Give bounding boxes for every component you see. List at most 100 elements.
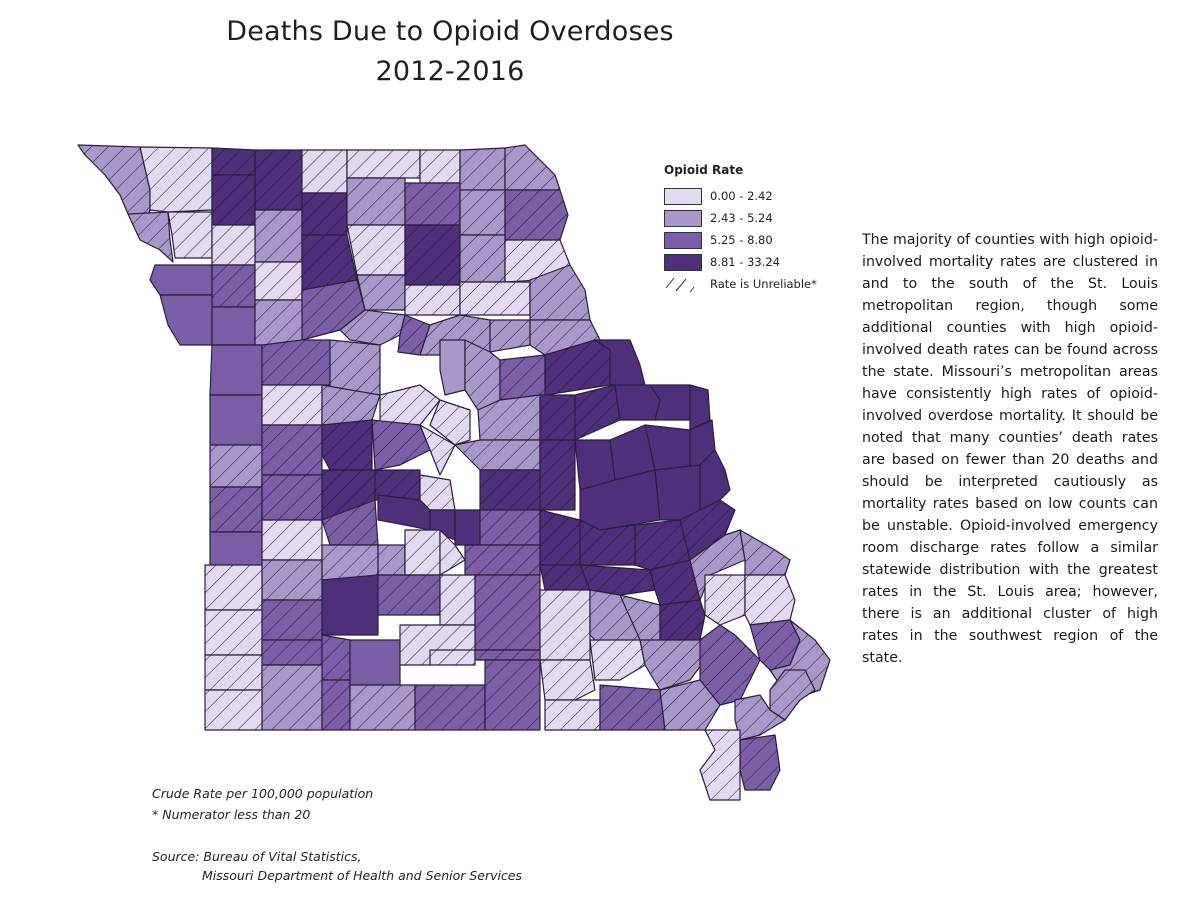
county-unreliable-hatch [740, 735, 780, 790]
county-unreliable-hatch [372, 420, 430, 470]
county-unreliable-hatch [210, 445, 262, 487]
legend-row-class-1: 2.43 - 5.24 [664, 207, 854, 229]
county-unreliable-hatch [415, 685, 485, 730]
county-polygon [321, 574, 379, 636]
county-unreliable-hatch [378, 545, 405, 575]
legend: Opioid Rate 0.00 - 2.42 2.43 - 5.24 5.25… [664, 163, 854, 295]
legend-label-class-2: 5.25 - 8.80 [710, 233, 773, 247]
legend-row-class-0: 0.00 - 2.42 [664, 185, 854, 207]
county-unreliable-hatch [540, 395, 575, 440]
county-unreliable-hatch [405, 530, 440, 575]
county-unreliable-hatch [420, 150, 460, 183]
map-title: Deaths Due to Opioid Overdoses [226, 16, 674, 47]
county-unreliable-hatch [690, 530, 745, 600]
legend-label-class-1: 2.43 - 5.24 [710, 211, 773, 225]
county-unreliable-hatch [660, 680, 720, 730]
county-unreliable-hatch [405, 225, 460, 285]
legend-swatch-class-3 [664, 253, 702, 271]
county-unreliable-hatch [770, 670, 815, 720]
county-unreliable-hatch [380, 385, 440, 425]
hatch-pattern-icon [665, 277, 695, 292]
county-polygon [209, 344, 263, 396]
numerator-footnote: * Numerator less than 20 [152, 807, 311, 822]
county-unreliable-hatch [262, 600, 322, 640]
legend-label-class-0: 0.00 - 2.42 [710, 189, 773, 203]
county-unreliable-hatch [302, 193, 347, 235]
county-unreliable-hatch [540, 660, 595, 700]
legend-swatch-class-1 [664, 209, 702, 227]
county-unreliable-hatch [357, 275, 405, 310]
county-polygon [439, 339, 466, 396]
county-unreliable-hatch [205, 655, 262, 690]
county-unreliable-hatch [475, 575, 540, 650]
county-polygon [349, 639, 401, 686]
county-unreliable-hatch [262, 560, 322, 600]
county-unreliable-hatch [262, 665, 322, 730]
county-unreliable-hatch [430, 400, 470, 445]
county-unreliable-hatch [262, 340, 330, 385]
county-unreliable-hatch [168, 212, 212, 258]
county-unreliable-hatch [750, 620, 800, 670]
county-unreliable-hatch [322, 385, 380, 430]
county-unreliable-hatch [460, 190, 505, 235]
county-unreliable-hatch [740, 530, 790, 575]
county-unreliable-hatch [590, 590, 640, 645]
county-unreliable-hatch [530, 265, 590, 320]
county-unreliable-hatch [490, 320, 530, 352]
county-unreliable-hatch [262, 640, 322, 665]
county-unreliable-hatch [128, 212, 173, 262]
county-unreliable-hatch [255, 150, 302, 210]
county-unreliable-hatch [505, 190, 568, 240]
county-unreliable-hatch [478, 395, 540, 440]
county-unreliable-hatch [212, 175, 255, 225]
county-unreliable-hatch [322, 420, 372, 470]
legend-row-hatch: Rate is Unreliable* [664, 273, 854, 295]
county-unreliable-hatch [140, 147, 212, 212]
county-unreliable-hatch [302, 235, 357, 290]
county-unreliable-hatch [460, 235, 505, 282]
county-unreliable-hatch [440, 575, 475, 625]
county-unreliable-hatch [500, 355, 545, 400]
county-unreliable-hatch [330, 340, 380, 395]
county-unreliable-hatch [322, 545, 378, 580]
county-unreliable-hatch [347, 178, 405, 225]
county-unreliable-hatch [350, 685, 415, 730]
legend-label-unreliable: Rate is Unreliable* [710, 277, 817, 291]
legend-row-class-3: 8.81 - 33.24 [664, 251, 854, 273]
county-unreliable-hatch [322, 680, 350, 730]
county-unreliable-hatch [302, 280, 365, 340]
county-unreliable-hatch [262, 475, 322, 520]
county-unreliable-hatch [640, 640, 705, 690]
county-unreliable-hatch [735, 695, 785, 740]
county-unreliable-hatch [455, 440, 540, 470]
county-unreliable-hatch [255, 262, 302, 300]
county-unreliable-hatch [480, 470, 540, 510]
county-unreliable-hatch [540, 590, 590, 660]
rate-footnote: Crude Rate per 100,000 population [152, 786, 374, 801]
county-polygon [159, 294, 213, 346]
county-unreliable-hatch [575, 385, 620, 440]
county-unreliable-hatch [545, 700, 600, 730]
legend-swatch-class-2 [664, 231, 702, 249]
county-unreliable-hatch [210, 487, 262, 532]
county-unreliable-hatch [212, 225, 255, 265]
description-paragraph: The majority of counties with high opioi… [862, 232, 1158, 666]
county-unreliable-hatch [378, 575, 440, 615]
county-unreliable-hatch [580, 565, 655, 595]
county-unreliable-hatch [262, 520, 322, 560]
county-unreliable-hatch [302, 150, 347, 193]
county-polygon [209, 394, 263, 446]
county-unreliable-hatch [530, 320, 600, 355]
legend-title: Opioid Rate [664, 163, 744, 177]
county-unreliable-hatch [405, 183, 460, 225]
county-unreliable-hatch [480, 510, 540, 545]
county-unreliable-hatch [347, 150, 420, 178]
county-unreliable-hatch [540, 510, 580, 565]
county-unreliable-hatch [485, 660, 540, 730]
county-unreliable-hatch [465, 545, 540, 575]
county-unreliable-hatch [705, 575, 745, 625]
county-unreliable-hatch [680, 500, 735, 560]
source-line-2: Missouri Department of Health and Senior… [202, 868, 523, 883]
county-unreliable-hatch [262, 385, 322, 425]
